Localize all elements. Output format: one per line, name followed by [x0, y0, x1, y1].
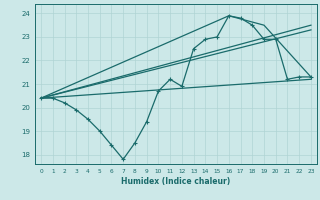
X-axis label: Humidex (Indice chaleur): Humidex (Indice chaleur) — [121, 177, 231, 186]
